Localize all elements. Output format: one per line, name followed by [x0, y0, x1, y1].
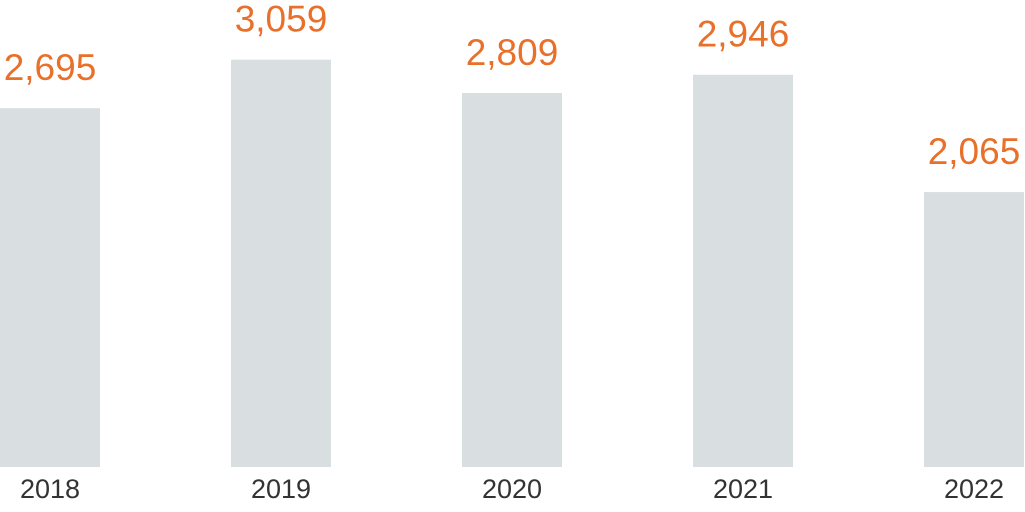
value-label: 2,809 [466, 32, 559, 73]
value-label: 2,695 [4, 47, 97, 88]
x-tick-label: 2021 [713, 474, 773, 504]
value-label: 3,059 [235, 0, 328, 39]
bar [462, 93, 562, 468]
x-tick-label: 2019 [251, 474, 311, 504]
x-tick-label: 2022 [944, 474, 1004, 504]
bar [693, 74, 793, 468]
bar [0, 108, 100, 468]
x-tick-label: 2020 [482, 474, 542, 504]
value-label: 2,946 [697, 14, 790, 55]
bar [924, 192, 1024, 467]
x-tick-label: 2018 [20, 474, 80, 504]
bar [231, 59, 331, 467]
value-label: 2,065 [928, 131, 1021, 172]
